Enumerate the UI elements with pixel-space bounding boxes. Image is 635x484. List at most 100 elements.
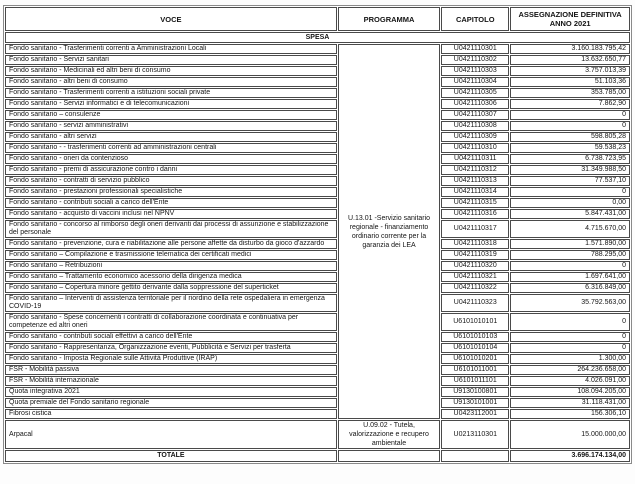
capitolo-cell: U6101010101 [441, 313, 510, 331]
importo-cell: 6.738.723,95 [510, 154, 630, 164]
table-row: Fondo sanitario - prestazioni profession… [5, 187, 630, 197]
voce-cell: Fondo sanitario - concorso al rimborso d… [5, 220, 337, 238]
capitolo-cell: U0421110318 [441, 239, 510, 249]
importo-cell: 59.538,23 [510, 143, 630, 153]
table-row: Fondo sanitario - altri servizi U04211103… [5, 132, 630, 142]
voce-cell: Fondo sanitario - contratti di servizio … [5, 176, 337, 186]
capitolo-cell: U9130100801 [441, 387, 510, 397]
importo-cell: 7.862,90 [510, 99, 630, 109]
importo-cell: 108.094.205,00 [510, 387, 630, 397]
totale-importo: 3.696.174.134,00 [510, 450, 630, 462]
table-row: Fondo sanitario - Spese concernenti i co… [5, 313, 630, 331]
programma-cell: U.09.02 - Tutela, valorizzazione e recup… [337, 420, 441, 449]
importo-cell: 3.757.013,39 [510, 66, 630, 76]
capitolo-cell: U0421110321 [441, 272, 510, 282]
header-row: VOCE PROGRAMMA CAPITOLO ASSEGNAZIONE DEF… [5, 7, 630, 31]
capitolo-cell: U0421110314 [441, 187, 510, 197]
importo-cell: 6.316.849,00 [510, 283, 630, 293]
voce-cell: Fondo sanitario - prestazioni profession… [5, 187, 337, 197]
voce-cell: Fondo sanitario - contributi sociali eff… [5, 332, 337, 342]
table-row: Arpacal U.09.02 - Tutela, valorizzazione … [5, 420, 630, 449]
table-row: Quota premiale del Fondo sanitario regio… [5, 398, 630, 408]
importo-cell: 3.160.183.795,42 [510, 44, 630, 54]
importo-cell: 15.000.000,00 [510, 420, 630, 449]
capitolo-cell: U0421110319 [441, 250, 510, 260]
table-row: Fondo sanitario - servizi amministrativi… [5, 121, 630, 131]
table-row: Fondo sanitario – Copertura minore getti… [5, 283, 630, 293]
table-row: Fondo sanitario – Interventi di assisten… [5, 294, 630, 312]
voce-cell: Fondo sanitario – consulenze [5, 110, 337, 120]
capitolo-cell: U6101011001 [441, 365, 510, 375]
capitolo-cell: U0421110302 [441, 55, 510, 65]
table-row: Fondo sanitario - contributi sociali eff… [5, 332, 630, 342]
importo-cell: 156.306,10 [510, 409, 630, 419]
capitolo-cell: U6101010103 [441, 332, 510, 342]
document-page: VOCE PROGRAMMA CAPITOLO ASSEGNAZIONE DEF… [3, 5, 632, 464]
importo-cell: 0,00 [510, 198, 630, 208]
totale-programma-cell [337, 450, 441, 462]
capitolo-cell: U6101010104 [441, 343, 510, 353]
voce-cell: Fondo sanitario - Trasferimenti correnti… [5, 44, 337, 54]
importo-cell: 0 [510, 187, 630, 197]
capitolo-cell: U0421110304 [441, 77, 510, 87]
column-header-programma: PROGRAMMA [337, 7, 441, 31]
capitolo-cell: U6101011101 [441, 376, 510, 386]
table-row: Fondo sanitario - concorso al rimborso d… [5, 220, 630, 238]
voce-cell: Quota premiale del Fondo sanitario regio… [5, 398, 337, 408]
importo-cell: 788.295,00 [510, 250, 630, 260]
voce-cell: Fondo sanitario – Copertura minore getti… [5, 283, 337, 293]
table-row: Fondo sanitario – Retribuzioni U042111032… [5, 261, 630, 271]
table-row: Fondo sanitario - Medicinali ed altri be… [5, 66, 630, 76]
voce-cell: Arpacal [5, 420, 337, 449]
voce-cell: FSR - Mobilità passiva [5, 365, 337, 375]
importo-cell: 31.349.988,50 [510, 165, 630, 175]
capitolo-cell: U0421110313 [441, 176, 510, 186]
importo-cell: 0 [510, 261, 630, 271]
table-row: Fondo sanitario - Trasferimenti correnti… [5, 44, 630, 419]
voce-cell: Fondo sanitario - altri servizi [5, 132, 337, 142]
totale-capitolo-cell [441, 450, 510, 462]
column-header-voce: VOCE [5, 7, 337, 31]
importo-cell: 0 [510, 313, 630, 331]
capitolo-cell: U6101010201 [441, 354, 510, 364]
importo-cell: 35.792.563,00 [510, 294, 630, 312]
importo-cell: 353.785,00 [510, 88, 630, 98]
table-header: VOCE PROGRAMMA CAPITOLO ASSEGNAZIONE DEF… [5, 7, 630, 31]
importo-cell: 1.571.890,00 [510, 239, 630, 249]
table-row: Fondo sanitario - prevenzione, cura e ri… [5, 239, 630, 249]
voce-cell: Fondo sanitario – Interventi di assisten… [5, 294, 337, 312]
importo-cell: 4.715.670,00 [510, 220, 630, 238]
voce-cell: Fondo sanitario - Imposta Regionale sull… [5, 354, 337, 364]
capitolo-cell: U0421110301 [441, 44, 510, 54]
voce-cell: Fondo sanitario – Retribuzioni [5, 261, 337, 271]
voce-cell: Fondo sanitario – Compilazione e trasmis… [5, 250, 337, 260]
table-row: Fondo sanitario - Servizi sanitari U04211… [5, 55, 630, 65]
capitolo-cell: U0421110303 [441, 66, 510, 76]
capitolo-cell: U0421110308 [441, 121, 510, 131]
importo-cell: 1.300,00 [510, 354, 630, 364]
importo-cell: 77.537,10 [510, 176, 630, 186]
voce-cell: Fondo sanitario - prevenzione, cura e ri… [5, 239, 337, 249]
column-header-assegnazione: ASSEGNAZIONE DEFINITIVA ANNO 2021 [510, 7, 630, 31]
capitolo-cell: U0421110312 [441, 165, 510, 175]
voce-cell: Fondo sanitario – Trattamento economico … [5, 272, 337, 282]
capitolo-cell: U9130101001 [441, 398, 510, 408]
importo-cell: 1.697.641,00 [510, 272, 630, 282]
importo-cell: 4.026.091,00 [510, 376, 630, 386]
capitolo-cell: U0421110317 [441, 220, 510, 238]
table-row: Fondo sanitario - Rappresentanza, Organi… [5, 343, 630, 353]
voce-cell: Fondo sanitario - altri beni di consumo [5, 77, 337, 87]
capitolo-cell: U0421110310 [441, 143, 510, 153]
voce-cell: Fondo sanitario - servizi amministrativi [5, 121, 337, 131]
voce-cell: Fondo sanitario - Spese concernenti i co… [5, 313, 337, 331]
programma-cell: U.13.01 -Servizio sanitario regionale - … [337, 44, 441, 419]
table-row: Fondo sanitario - Imposta Regionale sull… [5, 354, 630, 364]
importo-cell: 264.236.658,00 [510, 365, 630, 375]
voce-cell: Quota integrativa 2021 [5, 387, 337, 397]
capitolo-cell: U0421110311 [441, 154, 510, 164]
importo-cell: 5.847.431,00 [510, 209, 630, 219]
capitolo-cell: U0421110305 [441, 88, 510, 98]
capitolo-cell: U0421110315 [441, 198, 510, 208]
table-row: Fondo sanitario - oneri da contenzioso U0… [5, 154, 630, 164]
totale-label: TOTALE [5, 450, 337, 462]
